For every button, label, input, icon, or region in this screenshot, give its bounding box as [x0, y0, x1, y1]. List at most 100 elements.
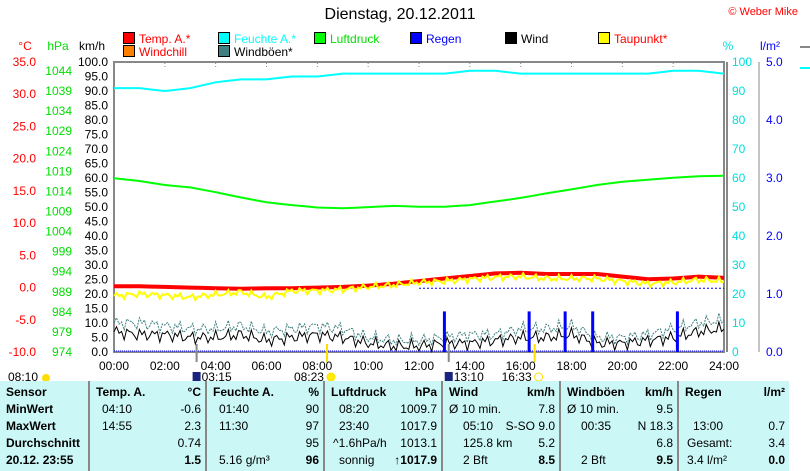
legend-label: Wind [521, 32, 549, 46]
column-unit: hPa [414, 385, 437, 399]
axis-tick-wind: 20.0 [85, 287, 109, 301]
axis-tick-pressure: 1004 [45, 225, 72, 239]
cell-label: 04:10 [102, 402, 133, 416]
axis-tick-temp: 20.0 [13, 152, 37, 166]
cell-value: 7.8 [538, 402, 555, 416]
cell-label: Ø 10 min. [449, 402, 502, 416]
legend-label: Feuchte A.* [234, 32, 297, 46]
axis-unit-wind: km/h [79, 39, 105, 53]
axis-tick-temp: 30.0 [13, 87, 37, 101]
column-unit: km/h [526, 385, 555, 399]
series-windben [113, 311, 725, 348]
legend-item: Luftdruck [314, 32, 379, 46]
legend-item: Temp. A.* [123, 32, 190, 46]
series-feuchtea [114, 69, 725, 93]
axis-tick-rain: 2.0 [766, 229, 783, 243]
cell-label: Gesamt: [687, 436, 733, 450]
column-header: Luftdruck [331, 385, 387, 399]
row-label: 20.12. 23:55 [6, 453, 74, 467]
rain-bar [527, 311, 531, 352]
marker-label: 03:15 [202, 370, 232, 381]
cell-label: 08:20 [339, 402, 370, 416]
axis-tick-humidity: 50 [732, 200, 746, 214]
axis-tick-wind: 100.0 [78, 55, 108, 69]
axis-unit-pressure: hPa [47, 39, 69, 53]
axis-tick-pressure: 999 [52, 245, 72, 259]
marker-label: 08:10 [8, 370, 38, 381]
cell-label: 01:40 [219, 402, 250, 416]
axis-tick-pressure: 1034 [45, 104, 72, 118]
cell-value: 1017.9 [400, 419, 437, 433]
legend-label: Windböen* [234, 45, 293, 59]
legend-swatch [410, 32, 422, 44]
axis-tick-rain: 0.0 [766, 345, 783, 359]
axis-tick-temp: 0.0 [19, 281, 36, 295]
x-tick-label: 10:00 [353, 359, 383, 373]
axis-tick-temp: -10.0 [9, 345, 37, 359]
axis-tick-temp: -5.0 [15, 313, 36, 327]
axis-tick-rain: 1.0 [766, 287, 783, 301]
table-column: Feuchte A.% 01:40 90 11:30 97 95 5.16 g/m³ 96 [205, 381, 325, 471]
x-tick-label: 00:00 [99, 359, 129, 373]
x-tick-label: 18:00 [556, 359, 586, 373]
cell-label: 125.8 km [463, 436, 513, 450]
stats-table: Sensor MinWert MaxWert Durchschnitt 20.12. 2… [0, 381, 789, 471]
axis-tick-wind: 80.0 [85, 113, 109, 127]
axis-unit-temp: °C [18, 39, 32, 53]
cell-value: 2.3 [184, 419, 201, 433]
x-tick-label: 08:00 [302, 359, 332, 373]
rain-bar [563, 311, 567, 352]
axis-tick-temp: 10.0 [13, 216, 37, 230]
x-tick-label: 02:00 [150, 359, 180, 373]
axis-tick-pressure: 989 [52, 285, 72, 299]
legend-label: Temp. A.* [139, 32, 191, 46]
cell-value: 1009.7 [400, 402, 437, 416]
cell-label: 23:40 [339, 419, 370, 433]
x-tick-label: 24:00 [709, 359, 739, 373]
marker-label: 13:10 [454, 370, 484, 381]
cell-label: 2 Bft [581, 453, 606, 467]
axis-tick-wind: 15.0 [85, 302, 109, 316]
cell-value: 9.5 [656, 453, 673, 467]
cell-value: 0.7 [768, 419, 785, 433]
copyright: © Weber Mike [728, 6, 798, 18]
marker-label: 16:33 [502, 370, 532, 381]
axis-tick-humidity: 10 [732, 316, 746, 330]
axis-tick-pressure: 974 [52, 345, 72, 359]
column-header: Wind [449, 385, 479, 399]
axis-tick-wind: 35.0 [85, 244, 109, 258]
chart: °C hPa km/h% l/m²35.030.025.020.015.010.05.… [8, 39, 810, 381]
axis-tick-wind: 5.0 [91, 331, 108, 345]
legend-item: Feuchte A.* [218, 32, 296, 46]
cell-value: 6.8 [656, 436, 673, 450]
cell-label: 11:30 [219, 419, 249, 433]
legend-swatch [218, 45, 230, 57]
cell-value: N 18.3 [637, 419, 673, 433]
page-title: Dienstag, 20.12.2011 [324, 6, 476, 23]
legend-swatch [218, 32, 230, 44]
legend-item: Windchill [123, 45, 187, 59]
table-column: Temp. A. °C 04:10 -0.6 14:55 2.3 0.74 1.5 [88, 381, 207, 471]
cell-value: 0.0 [768, 453, 785, 467]
rain-bar [591, 311, 595, 352]
axis-tick-pressure: 1024 [45, 144, 72, 158]
column-header: Windböen [567, 385, 625, 399]
axis-tick-pressure: 984 [52, 305, 72, 319]
sunrise-icon [326, 372, 336, 381]
legend-swatch [123, 45, 135, 57]
axis-tick-wind: 25.0 [85, 273, 109, 287]
cell-label: Ø 10 min. [567, 402, 620, 416]
sun-icon [42, 374, 50, 381]
x-tick-label: 16:00 [506, 359, 536, 373]
cell-value: -0.6 [180, 402, 201, 416]
cell-value: 9.5 [656, 402, 673, 416]
legend-item: Taupunkt* [598, 32, 667, 46]
x-tick-label: 20:00 [607, 359, 637, 373]
cell-label: ^1.6hPa/h [333, 436, 387, 450]
x-tick-label: 06:00 [251, 359, 281, 373]
cell-label: 13:00 [693, 419, 724, 433]
legend-label: Windchill [139, 45, 188, 59]
axis-tick-wind: 50.0 [85, 200, 109, 214]
axis-tick-wind: 85.0 [85, 99, 109, 113]
